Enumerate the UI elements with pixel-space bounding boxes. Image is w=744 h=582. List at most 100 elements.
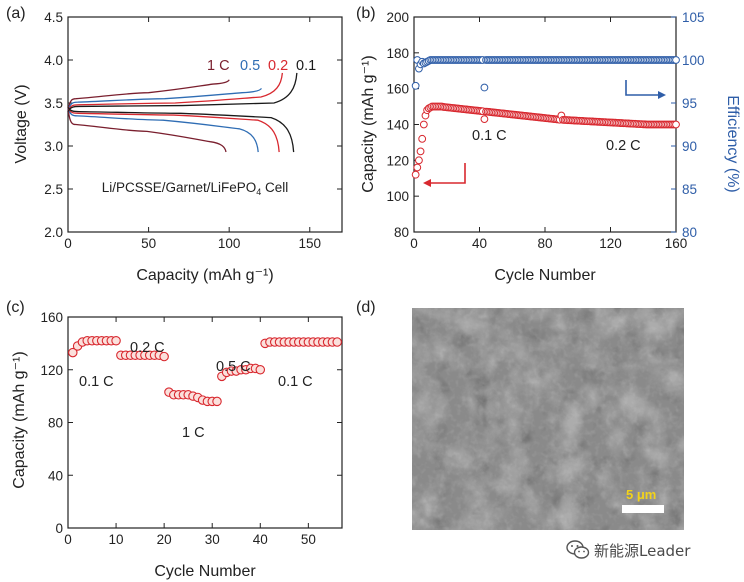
- panel-c-xtick-label: 30: [205, 532, 220, 547]
- capacity-point: [415, 156, 423, 165]
- panel-c-annotation-02c: 0.2 C: [130, 340, 165, 356]
- panel-b-label: (b): [356, 5, 376, 22]
- watermark-text: 新能源Leader: [594, 541, 691, 560]
- panel-a-xtick-label: 0: [64, 236, 72, 251]
- rate-label-01c: 0.1: [296, 58, 316, 74]
- panel-b-y2-ytick-label: 85: [682, 182, 697, 197]
- panel-c-xtick-label: 40: [253, 532, 268, 547]
- discharge-curve-05: [67, 107, 259, 153]
- panel-b-y2-ytick-label: 100: [682, 53, 705, 68]
- panel-a-frame: [67, 16, 343, 233]
- panel-c-ytick-label: 0: [55, 521, 63, 536]
- panel-b-plot: 0 40 80 120 16080100120140160180200808590951…: [386, 10, 704, 251]
- capacity-point: [416, 147, 425, 156]
- panel-c-annotation-05c: 0.5 C: [216, 359, 251, 375]
- panel-b-y2-ytick-label: 80: [682, 225, 697, 240]
- capacity-point: [419, 120, 428, 129]
- panel-b-ytick-label: 140: [386, 118, 409, 133]
- efficiency-point: [672, 56, 680, 64]
- capacity-point: [480, 115, 489, 124]
- discharge-curve-01: [67, 106, 295, 153]
- watermark: 新能源Leader: [566, 537, 690, 563]
- panel-a-ytick-label: 3.0: [44, 139, 63, 154]
- efficiency-point: [411, 81, 420, 90]
- panel-a-ytick-label: 4.5: [44, 10, 63, 25]
- capacity-point: [418, 134, 427, 143]
- panel-c-frame: [67, 316, 343, 529]
- panel-c-ytick-label: 40: [48, 468, 63, 483]
- panel-a-ylabel: Voltage (V): [13, 84, 30, 163]
- panel-a-ytick-label: 2.5: [44, 182, 63, 197]
- rate-label-05c: 0.5: [240, 58, 260, 74]
- panel-b-ytick-label: 200: [386, 10, 409, 25]
- panel-b-y2label: Efficiency (%): [724, 95, 741, 193]
- panel-b-ytick-label: 180: [386, 46, 409, 61]
- panel-b-xtick-label: 0: [410, 236, 418, 251]
- charge-curve-05: [67, 88, 263, 112]
- panel-b-y2-ytick-label: 95: [682, 96, 697, 111]
- panel-a-ytick-label: 3.5: [44, 96, 63, 111]
- panel-b-xlabel: Cycle Number: [494, 267, 596, 284]
- rate-point: [332, 337, 342, 347]
- panel-b-arrow-right: [625, 80, 666, 99]
- panel-c-annotation-1c: 1 C: [182, 425, 205, 441]
- panel-b-xtick-label: 160: [665, 236, 688, 251]
- wechat-icon: [566, 540, 590, 559]
- panel-c-plot: 0 10 20 30 40 50 0 40 80 120 160: [40, 310, 343, 547]
- panel-c-label: (c): [6, 299, 25, 316]
- panel-a-xtick-label: 150: [298, 236, 321, 251]
- panel-b-xtick-label: 40: [472, 236, 487, 251]
- scale-bar: [622, 505, 664, 513]
- panel-b-ytick-label: 100: [386, 189, 409, 204]
- panel-b-y2-ytick-label: 105: [682, 10, 705, 25]
- panel-b-arrow-left: [423, 163, 466, 187]
- rate-point: [159, 351, 169, 362]
- scale-bar-label: 5 μm: [626, 487, 656, 502]
- panel-a-rate-labels: 1 C 0.5 0.2 0.1: [207, 58, 316, 74]
- panel-b-xtick-label: 120: [599, 236, 622, 251]
- discharge-curve-1C: [67, 107, 227, 153]
- panel-b-xtick-label: 80: [537, 236, 552, 251]
- panel-d-label: (d): [356, 299, 376, 316]
- panel-b-annotation-01c: 0.1 C: [472, 128, 507, 144]
- panel-b-annotation-02c: 0.2 C: [606, 138, 641, 154]
- panel-a-label: (a): [6, 5, 26, 22]
- panel-c-ytick-label: 120: [40, 363, 63, 378]
- charge-curve-1C: [67, 79, 230, 112]
- efficiency-point: [480, 83, 489, 92]
- panel-a-xtick-label: 50: [141, 236, 156, 251]
- capacity-point: [413, 163, 422, 172]
- capacity-point: [411, 170, 420, 179]
- panel-a-annotation-main: Li/PCSSE/Garnet/LiFePO: [102, 180, 257, 195]
- capacity-point: [672, 120, 680, 129]
- panel-c-annotation-01c-a: 0.1 C: [79, 374, 114, 390]
- discharge-curve-02: [67, 107, 280, 153]
- panel-a-plot: 0 50 100 150 2.0 2.5 3.0 3.5 4.0 4.5: [44, 10, 343, 251]
- rate-point: [255, 364, 266, 375]
- panel-c-xlabel: Cycle Number: [154, 563, 256, 580]
- panel-c-ytick-label: 160: [40, 310, 63, 325]
- panel-a-xtick-label: 100: [218, 236, 241, 251]
- panel-a-xlabel: Capacity (mAh g⁻¹): [136, 267, 273, 284]
- panel-a-ytick-label: 4.0: [44, 53, 63, 68]
- panel-a-annotation-sub: 4: [256, 187, 261, 197]
- rate-point: [212, 396, 222, 407]
- panel-c-xtick-label: 0: [64, 532, 72, 547]
- panel-a-ytick-label: 2.0: [44, 225, 63, 240]
- rate-point: [68, 347, 78, 358]
- rate-label-02c: 0.2: [268, 58, 288, 74]
- panel-c-annotation-01c-b: 0.1 C: [278, 374, 313, 390]
- panel-b: (b) 0 40 80 120 1608010012014016018020080859…: [356, 5, 741, 284]
- charge-curve-01: [67, 72, 298, 112]
- panel-b-ytick-label: 80: [394, 225, 409, 240]
- panel-a: (a) 0 50 100 150 2.0 2.5 3.0 3.5 4.0 4.5 Capacity…: [6, 5, 343, 284]
- panel-c-xtick-label: 50: [301, 532, 316, 547]
- panel-b-y2-ytick-label: 90: [682, 139, 697, 154]
- rate-label-1c: 1 C: [207, 58, 230, 74]
- panel-c-xtick-label: 10: [109, 532, 124, 547]
- panel-b-ytick-label: 160: [386, 82, 409, 97]
- panel-c-xtick-label: 20: [157, 532, 172, 547]
- charge-curve-02: [67, 72, 284, 112]
